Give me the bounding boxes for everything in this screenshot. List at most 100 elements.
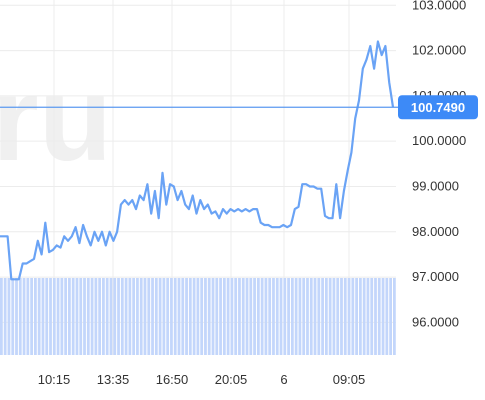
volume-bar bbox=[351, 278, 355, 355]
volume-bar bbox=[211, 278, 215, 355]
volume-bar bbox=[45, 278, 49, 355]
volume-bar bbox=[249, 278, 253, 355]
volume-bar bbox=[222, 278, 226, 355]
y-tick-label: 98.0000 bbox=[412, 224, 459, 239]
volume-bar bbox=[234, 278, 238, 355]
volume-bar bbox=[245, 278, 249, 355]
volume-bar bbox=[56, 278, 60, 355]
volume-bar bbox=[385, 278, 389, 355]
volume-bar bbox=[272, 278, 275, 355]
volume-bar bbox=[313, 278, 317, 355]
volume-bar bbox=[370, 278, 374, 355]
current-price-badge: 100.7490 bbox=[398, 95, 478, 120]
volume-bar bbox=[71, 278, 75, 355]
volume-bar bbox=[321, 278, 324, 355]
volume-bar bbox=[26, 278, 30, 355]
volume-bar bbox=[143, 278, 147, 355]
volume-bar bbox=[309, 278, 313, 355]
volume-bar bbox=[68, 278, 71, 355]
volume-bar bbox=[117, 278, 120, 355]
volume-bar bbox=[139, 278, 143, 355]
x-tick-label: 10:15 bbox=[38, 372, 71, 387]
volume-bar bbox=[294, 278, 298, 355]
volume-bar bbox=[64, 278, 68, 355]
volume-bar bbox=[306, 278, 309, 355]
volume-bar bbox=[132, 278, 136, 355]
volume-bar bbox=[207, 278, 211, 355]
volume-bar bbox=[238, 278, 241, 355]
volume-bar bbox=[226, 278, 230, 355]
volume-bar bbox=[162, 278, 166, 355]
volume-bar bbox=[188, 278, 192, 355]
volume-bar bbox=[393, 278, 396, 355]
volume-bar bbox=[260, 278, 264, 355]
volume-bar bbox=[113, 278, 117, 355]
x-tick-label: 13:35 bbox=[97, 372, 130, 387]
volume-bar bbox=[177, 278, 181, 355]
volume-bar bbox=[109, 278, 113, 355]
y-tick-label: 100.0000 bbox=[412, 133, 466, 148]
volume-bar bbox=[283, 278, 287, 355]
volume-bar bbox=[102, 278, 105, 355]
volume-bar bbox=[196, 278, 200, 355]
volume-bar bbox=[75, 278, 79, 355]
volume-bar bbox=[200, 278, 204, 355]
volume-bar bbox=[362, 278, 366, 355]
volume-bar bbox=[136, 278, 139, 355]
volume-bar bbox=[49, 278, 52, 355]
volume-bar bbox=[173, 278, 177, 355]
volume-bar bbox=[192, 278, 196, 355]
volume-bar bbox=[181, 278, 185, 355]
volume-bar bbox=[347, 278, 351, 355]
volume-bar bbox=[22, 278, 26, 355]
volume-bars bbox=[0, 278, 396, 355]
volume-bar bbox=[268, 278, 272, 355]
volume-bar bbox=[90, 278, 94, 355]
y-axis: 103.0000102.0000101.0000100.000099.00009… bbox=[412, 0, 466, 329]
volume-bar bbox=[340, 278, 343, 355]
x-tick-label: 16:50 bbox=[156, 372, 189, 387]
volume-bar bbox=[52, 278, 56, 355]
volume-bar bbox=[147, 278, 151, 355]
current-price-badge-background bbox=[398, 95, 478, 120]
volume-bar bbox=[30, 278, 34, 355]
volume-bar bbox=[343, 278, 347, 355]
volume-bar bbox=[86, 278, 90, 355]
volume-bar bbox=[317, 278, 321, 355]
volume-bar bbox=[374, 278, 377, 355]
watermark: ru bbox=[0, 52, 112, 186]
volume-bar bbox=[215, 278, 219, 355]
price-series-line bbox=[0, 40, 395, 281]
volume-bar bbox=[389, 278, 392, 355]
volume-bar bbox=[302, 278, 306, 355]
volume-bar bbox=[355, 278, 358, 355]
volume-bar bbox=[151, 278, 154, 355]
volume-bar bbox=[3, 278, 7, 355]
volume-bar bbox=[324, 278, 328, 355]
volume-bar bbox=[219, 278, 222, 355]
volume-bar bbox=[60, 278, 64, 355]
volume-bar bbox=[336, 278, 340, 355]
volume-bar bbox=[154, 278, 158, 355]
y-tick-label: 102.0000 bbox=[412, 43, 466, 58]
x-tick-label: 20:05 bbox=[215, 372, 248, 387]
volume-bar bbox=[366, 278, 370, 355]
y-tick-label: 99.0000 bbox=[412, 178, 459, 193]
volume-bar bbox=[105, 278, 109, 355]
y-tick-label: 96.0000 bbox=[412, 314, 459, 329]
volume-bar bbox=[18, 278, 22, 355]
volume-bar bbox=[15, 278, 18, 355]
volume-bar bbox=[290, 278, 294, 355]
volume-bar bbox=[158, 278, 162, 355]
volume-bar bbox=[275, 278, 279, 355]
volume-bar bbox=[120, 278, 124, 355]
volume-bar bbox=[170, 278, 173, 355]
y-tick-label: 103.0000 bbox=[412, 0, 466, 12]
volume-bar bbox=[37, 278, 41, 355]
volume-bar bbox=[41, 278, 45, 355]
x-tick-label: 09:05 bbox=[333, 372, 366, 387]
volume-bar bbox=[381, 278, 385, 355]
volume-bar bbox=[241, 278, 245, 355]
volume-bar bbox=[298, 278, 302, 355]
